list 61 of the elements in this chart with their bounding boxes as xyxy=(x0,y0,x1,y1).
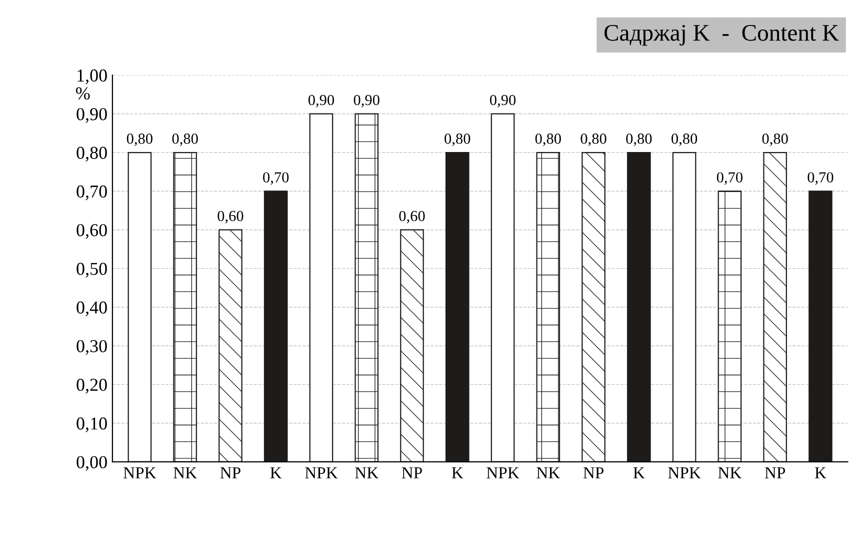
y-tick-label: 0,50 xyxy=(76,262,107,278)
y-tick-label: 0,30 xyxy=(76,340,107,355)
data-label: 0,80 xyxy=(535,134,561,146)
data-label: 0,80 xyxy=(172,134,198,146)
data-label: 0,90 xyxy=(490,94,516,108)
chart-title: Садржај K - Content K xyxy=(604,24,839,46)
bar xyxy=(672,152,696,462)
x-tick-label: K xyxy=(452,467,464,478)
y-tick-label: 0,20 xyxy=(76,378,107,394)
y-tick-label: 0,80 xyxy=(76,146,107,162)
bar xyxy=(400,229,424,462)
bar xyxy=(264,190,288,462)
bar xyxy=(354,113,379,462)
bar xyxy=(536,152,560,462)
y-tick-label: 0,70 xyxy=(76,185,107,200)
x-tick-label: K xyxy=(633,467,645,478)
x-tick-label: K xyxy=(814,467,826,478)
data-label: 0,70 xyxy=(716,172,742,185)
x-tick-label: NPK xyxy=(123,467,156,478)
data-label: 0,80 xyxy=(626,134,652,146)
x-tick-label: NP xyxy=(764,467,786,478)
data-label: 0,70 xyxy=(808,172,834,185)
data-label: 0,70 xyxy=(263,172,289,185)
data-label: 0,80 xyxy=(444,134,470,146)
bar xyxy=(627,152,651,462)
bar xyxy=(218,229,242,462)
bar xyxy=(173,152,197,462)
x-tick-label: NPK xyxy=(305,467,338,478)
x-tick-label: K xyxy=(270,467,282,478)
y-tick-label: 0,60 xyxy=(76,224,107,239)
bar xyxy=(808,190,832,462)
bar xyxy=(490,113,515,462)
x-tick-label: NP xyxy=(583,467,604,478)
bar xyxy=(445,152,470,462)
y-tick-label: 0,00 xyxy=(76,456,107,471)
x-tick-label: NK xyxy=(355,467,378,478)
y-axis-title: % xyxy=(76,87,90,100)
x-tick-label: NPK xyxy=(486,467,520,478)
y-tick-label: 0,10 xyxy=(76,417,107,432)
data-label: 0,90 xyxy=(354,94,380,108)
data-label: 0,80 xyxy=(126,134,152,146)
y-tick-label: 0,40 xyxy=(76,301,107,316)
data-label: 0,80 xyxy=(580,134,606,146)
bar xyxy=(128,152,152,462)
x-tick-label: NK xyxy=(174,467,197,478)
x-tick-label: NPK xyxy=(668,467,701,478)
x-tick-label: NP xyxy=(220,467,240,478)
bar xyxy=(309,113,334,462)
bar xyxy=(763,152,787,462)
bar xyxy=(718,190,742,462)
data-label: 0,80 xyxy=(672,134,698,146)
x-tick-label: NP xyxy=(402,467,422,478)
data-label: 0,80 xyxy=(762,134,788,146)
data-label: 0,60 xyxy=(399,210,425,224)
y-tick-label: 0,90 xyxy=(76,108,107,123)
bar xyxy=(582,152,606,462)
data-label: 0,60 xyxy=(218,210,244,224)
x-tick-label: NK xyxy=(718,467,742,478)
y-tick-label: 1,00 xyxy=(78,69,107,84)
data-label: 0,90 xyxy=(308,94,334,108)
x-tick-label: NK xyxy=(536,467,560,478)
